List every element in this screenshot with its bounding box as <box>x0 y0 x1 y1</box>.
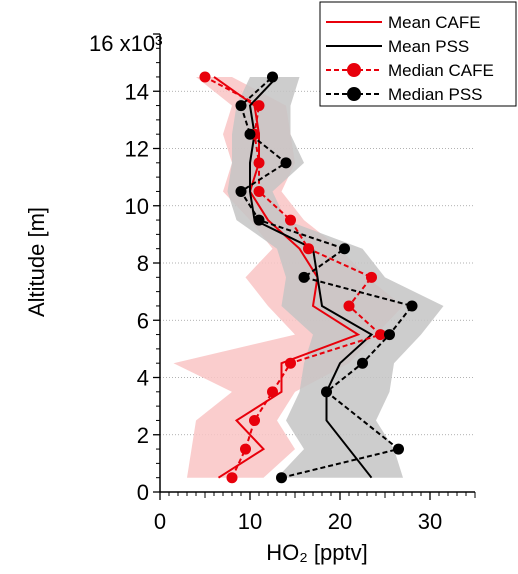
median-pss-point-13 <box>267 71 278 83</box>
y-tick-label-2: 2 <box>137 423 149 448</box>
mean-pss-line <box>248 76 374 479</box>
legend-label-mean-pss: Mean PSS <box>388 37 469 56</box>
median-pss-point-0 <box>276 472 287 484</box>
median-cafe-point-5 <box>375 329 386 341</box>
legend-marker-median-pss <box>347 87 361 101</box>
median-pss-point-3 <box>357 357 368 369</box>
x-tick-label-30: 30 <box>418 509 442 534</box>
x-tick-label-20: 20 <box>328 509 352 534</box>
median-cafe-point-4 <box>285 357 296 369</box>
median-pss-point-10 <box>280 157 292 169</box>
y-tick-label-6: 6 <box>137 308 149 333</box>
median-cafe-point-9 <box>285 214 296 226</box>
median-pss-point-5 <box>406 300 418 312</box>
median-pss-point-12 <box>235 100 247 112</box>
median-pss-point-1 <box>393 443 404 455</box>
median-cafe-point-8 <box>303 243 314 255</box>
legend-marker-median-cafe <box>347 63 361 77</box>
range-band-pss <box>227 76 444 478</box>
median-cafe-point-10 <box>253 185 265 197</box>
tick-layer: 0 2 4 6 8 10 12 14 0 10 20 30 <box>125 33 476 534</box>
median-cafe-point-3 <box>267 386 278 398</box>
median-cafe-point-7 <box>366 271 377 283</box>
median-pss-point-6 <box>298 271 310 283</box>
median-cafe-line <box>204 76 383 479</box>
y-tick-label-14: 14 <box>125 79 149 104</box>
median-cafe-point-11 <box>253 157 265 169</box>
median-cafe-point-1 <box>240 443 251 455</box>
median-pss-point-7 <box>339 243 350 255</box>
legend: Mean CAFE Mean PSS Median CAFE Median PSS <box>319 1 517 107</box>
median-cafe-point-13 <box>253 100 265 112</box>
median-pss-point-8 <box>253 214 265 226</box>
line-layer <box>204 76 414 479</box>
y-tick-label-12: 12 <box>125 137 149 162</box>
range-layer <box>173 76 444 478</box>
median-pss-point-11 <box>244 128 256 140</box>
x-axis-label: HO₂ [pptv] <box>266 540 367 565</box>
y-tick-label-0: 0 <box>137 480 149 505</box>
marker-layer <box>199 71 418 484</box>
legend-label-median-cafe: Median CAFE <box>388 61 494 80</box>
y-tick-label-4: 4 <box>137 366 149 391</box>
x-tick-label-0: 0 <box>154 509 166 534</box>
median-cafe-point-14 <box>199 71 211 83</box>
y-tick-label-8: 8 <box>137 251 149 276</box>
median-pss-point-4 <box>384 329 395 341</box>
median-cafe-point-0 <box>226 472 238 484</box>
y-axis-multiplier: 16 x10³ <box>89 31 162 56</box>
median-pss-line <box>239 76 414 479</box>
legend-label-mean-cafe: Mean CAFE <box>388 13 481 32</box>
x-tick-label-10: 10 <box>238 509 262 534</box>
median-cafe-point-6 <box>343 300 355 312</box>
median-pss-point-9 <box>235 185 247 197</box>
y-axis-label: Altitude [m] <box>24 207 49 317</box>
legend-label-median-pss: Median PSS <box>388 85 483 104</box>
median-cafe-point-2 <box>249 414 260 426</box>
y-tick-label-10: 10 <box>125 194 149 219</box>
median-pss-point-2 <box>321 386 332 398</box>
